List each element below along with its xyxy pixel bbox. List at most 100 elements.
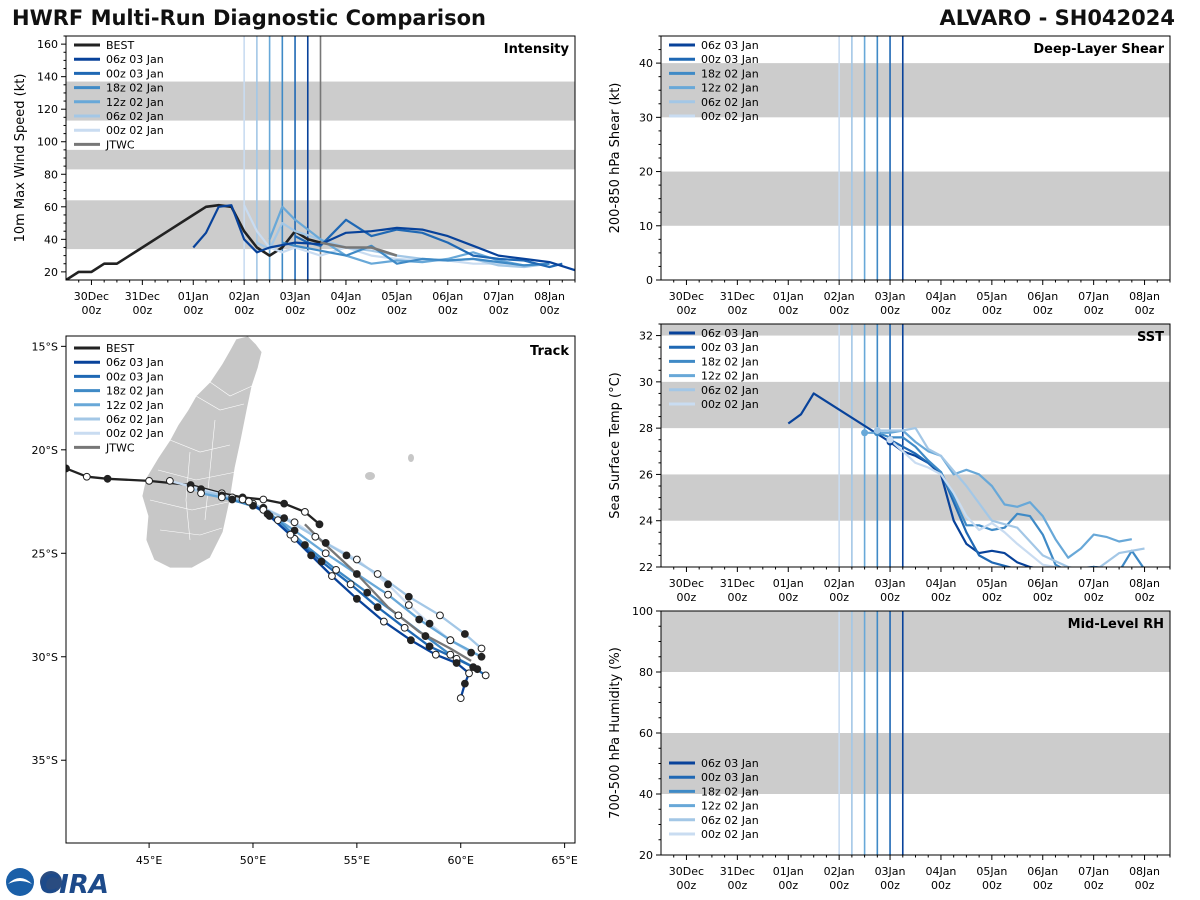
intensity-series-line — [192, 204, 575, 272]
rh-y-tick-label: 20 — [639, 849, 653, 862]
sst-panel-title: SST — [1137, 330, 1164, 345]
rh-x-tick-label: 31Dec — [720, 865, 755, 878]
sst-y-tick-label: 26 — [639, 468, 653, 481]
shear-x-tick-label: 05Jan — [976, 290, 1007, 303]
intensity-y-tick-label: 140 — [37, 71, 58, 84]
intensity-x-tick-label: 00z — [540, 304, 560, 317]
track-position-marker — [425, 619, 434, 628]
intensity-x-tick-label: 06Jan — [432, 290, 463, 303]
track-position-marker — [301, 541, 309, 549]
noaa-emblem-icon — [6, 868, 34, 896]
track-legend-label: 18z 02 Jan — [106, 385, 164, 398]
sst-series-line — [889, 438, 1100, 567]
intensity-x-tick-label: 02Jan — [229, 290, 260, 303]
track-position-marker — [465, 669, 473, 678]
intensity-y-tick-label: 20 — [44, 266, 58, 279]
shear-x-tick-label: 04Jan — [925, 290, 956, 303]
sst-plot-area — [661, 324, 1170, 567]
intensity-legend-label: 00z 03 Jan — [106, 67, 164, 80]
track-position-marker — [481, 671, 490, 680]
track-position-marker — [400, 623, 409, 632]
madagascar-landmass — [141, 336, 263, 569]
intensity-legend-label: 06z 03 Jan — [106, 53, 164, 66]
sst-legend-label: 12z 02 Jan — [701, 370, 759, 383]
sst-x-tick-label: 07Jan — [1078, 577, 1109, 590]
track-position-marker — [452, 659, 461, 667]
track-position-marker — [406, 636, 415, 645]
rh-legend-label: 18z 02 Jan — [701, 785, 759, 798]
track-position-marker — [363, 588, 372, 597]
track-position-marker — [421, 632, 430, 640]
figure-title: HWRF Multi-Run Diagnostic Comparison — [12, 6, 487, 30]
track-x-tick-label: 55°E — [344, 854, 370, 867]
sst-y-tick-label: 24 — [639, 515, 653, 528]
sst-x-tick-label: 05Jan — [976, 577, 1007, 590]
track-position-marker — [469, 663, 478, 672]
track-position-marker — [384, 580, 392, 589]
sst-start-marker — [861, 429, 869, 437]
track-position-marker — [244, 497, 253, 506]
track-frame — [65, 335, 576, 844]
track-position-marker — [186, 485, 195, 494]
intensity-x-tick-label: 03Jan — [280, 290, 311, 303]
reunion-island — [365, 472, 375, 480]
sst-x-tick-label: 00z — [677, 591, 697, 604]
sst-x-tick-label: 30Dec — [669, 577, 704, 590]
track-legend-label: 06z 02 Jan — [106, 413, 164, 426]
track-y-tick-label: 35°S — [32, 754, 58, 767]
intensity-x-tick-label: 00z — [336, 304, 356, 317]
sst-legend-label: 06z 02 Jan — [701, 384, 759, 397]
intensity-x-tick-label: 04Jan — [330, 290, 361, 303]
rh-panel: 30Dec00z31Dec00z01Jan00z02Jan00z03Jan00z… — [608, 605, 1171, 892]
sst-x-tick-label: 00z — [778, 591, 798, 604]
sst-y-tick-label: 30 — [639, 376, 653, 389]
intensity-x-tick-label: 00z — [234, 304, 254, 317]
track-position-marker — [259, 495, 268, 504]
sst-y-tick-label: 32 — [639, 330, 653, 343]
rh-x-tick-label: 00z — [982, 879, 1002, 892]
track-position-marker — [394, 611, 403, 620]
track-position-marker — [379, 617, 388, 626]
track-position-marker — [217, 493, 226, 502]
sst-x-tick-label: 08Jan — [1129, 577, 1160, 590]
rh-x-tick-label: 08Jan — [1129, 865, 1160, 878]
shear-x-tick-label: 00z — [1033, 304, 1053, 317]
rh-legend-label: 12z 02 Jan — [701, 800, 759, 813]
intensity-y-tick-label: 80 — [44, 168, 58, 181]
shear-x-tick-label: 02Jan — [824, 290, 855, 303]
intensity-y-axis-label: 10m Max Wind Speed (kt) — [13, 74, 28, 243]
track-position-marker — [477, 652, 486, 661]
sst-x-tick-label: 06Jan — [1027, 577, 1058, 590]
shear-plot-area — [661, 36, 1170, 280]
track-panel-title: Track — [530, 344, 569, 359]
sst-x-tick-label: 00z — [982, 591, 1002, 604]
shear-legend-label: 06z 02 Jan — [701, 96, 759, 109]
intensity-panel: 30Dec00z31Dec00z01Jan00z02Jan00z03Jan00z… — [13, 35, 576, 317]
track-x-tick-label: 45°E — [136, 854, 162, 867]
rh-x-tick-label: 00z — [829, 879, 849, 892]
sst-x-tick-label: 02Jan — [824, 577, 855, 590]
sst-shaded-band — [661, 324, 1170, 336]
sst-legend-label: 00z 02 Jan — [701, 398, 759, 411]
shear-x-tick-label: 07Jan — [1078, 290, 1109, 303]
track-position-marker — [82, 472, 91, 481]
track-y-tick-label: 25°S — [32, 547, 58, 560]
rh-x-tick-label: 04Jan — [925, 865, 956, 878]
shear-x-tick-label: 30Dec — [669, 290, 704, 303]
sst-x-tick-label: 03Jan — [875, 577, 906, 590]
track-position-marker — [456, 694, 465, 703]
sst-start-marker — [873, 426, 881, 434]
track-series-line — [200, 492, 483, 658]
track-legend-label: 06z 03 Jan — [106, 356, 164, 369]
rh-legend-label: 00z 03 Jan — [701, 771, 759, 784]
intensity-x-tick-label: 01Jan — [178, 290, 209, 303]
sst-series-line — [877, 427, 1145, 567]
track-y-tick-label: 20°S — [32, 444, 58, 457]
shear-shaded-band — [661, 63, 1170, 118]
intensity-x-tick-label: 00z — [387, 304, 407, 317]
sst-x-tick-label: 00z — [880, 591, 900, 604]
sst-x-tick-label: 00z — [931, 591, 951, 604]
track-position-marker — [317, 557, 326, 566]
track-position-marker — [265, 512, 274, 520]
